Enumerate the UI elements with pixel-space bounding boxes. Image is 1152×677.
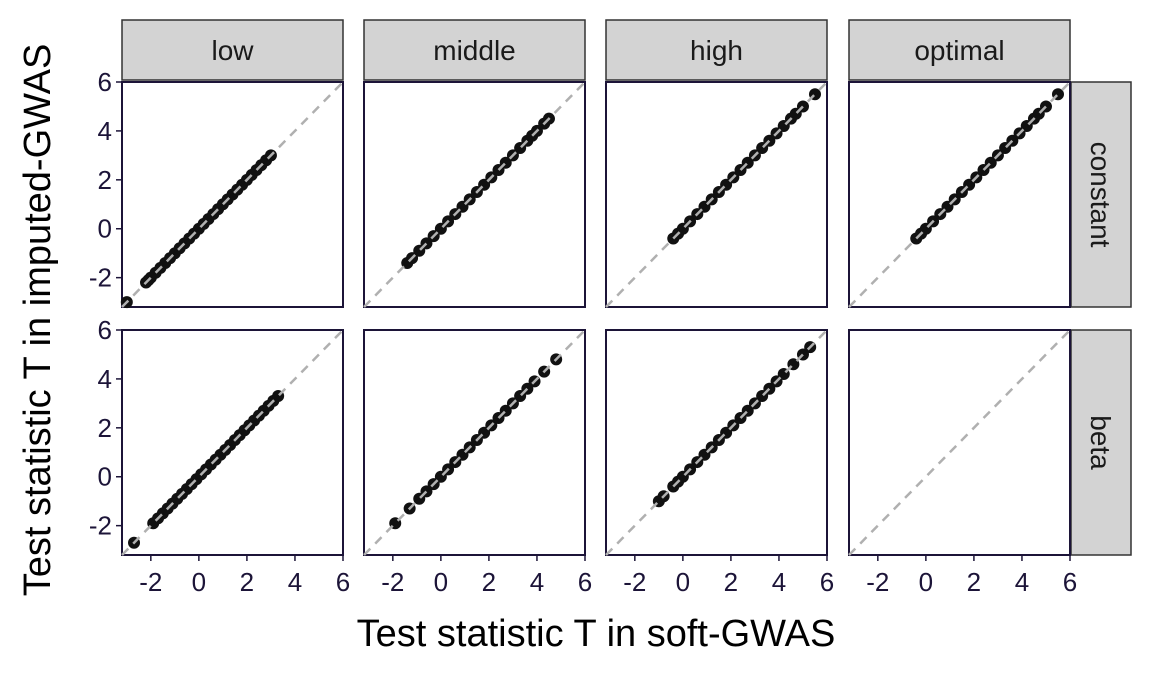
strip-background (121, 19, 344, 81)
x-tick-label: 6 (336, 567, 350, 597)
x-tick-label: -2 (139, 567, 162, 597)
strip-background (1070, 81, 1132, 308)
x-tick-labels: -2 0 2 4 6 -2 0 2 4 6 -2 0 2 4 6 -2 0 2 4 6 (139, 555, 1077, 597)
strip-background (1070, 329, 1132, 556)
y-axis-title: Test statistic T in imputed-GWAS (17, 44, 59, 597)
strip-label: middle (433, 35, 515, 66)
column-strip-optimal: optimal (848, 19, 1071, 81)
panel-constant-high (605, 81, 828, 308)
column-strip-middle: middle (363, 19, 586, 81)
strip-label: optimal (914, 35, 1004, 66)
facet-strips: low middle high optimal constant beta (121, 19, 1132, 556)
panel-beta-high (605, 329, 828, 556)
y-tick-labels: -2 0 2 4 6 -2 0 2 4 6 (89, 67, 122, 541)
x-tick-label: 0 (192, 567, 206, 597)
x-tick-label: 6 (578, 567, 592, 597)
x-tick-label: 4 (530, 567, 544, 597)
facet-panels (120, 81, 1071, 556)
x-tick-label: 0 (434, 567, 448, 597)
strip-background (605, 19, 828, 81)
x-tick-label: 2 (482, 567, 496, 597)
identity-reference-line (121, 329, 344, 556)
panel-beta-low (121, 329, 344, 556)
panel-background (848, 329, 1071, 556)
y-tick-label: -2 (89, 511, 112, 541)
column-strip-high: high (605, 19, 828, 81)
y-tick-label: 2 (98, 413, 112, 443)
x-tick-label: 6 (820, 567, 834, 597)
x-tick-label: 6 (1063, 567, 1077, 597)
strip-label: beta (1085, 415, 1116, 470)
x-tick-label: 4 (772, 567, 786, 597)
x-tick-label: 2 (724, 567, 738, 597)
y-tick-label: 4 (98, 364, 112, 394)
y-tick-label: 0 (98, 462, 112, 492)
identity-reference-line (363, 81, 586, 308)
x-tick-label: 2 (240, 567, 254, 597)
x-tick-label: -2 (866, 567, 889, 597)
column-strip-low: low (121, 19, 344, 81)
panel-constant-optimal (848, 81, 1071, 308)
strip-label: high (690, 35, 743, 66)
strip-label: constant (1085, 142, 1116, 248)
identity-reference-line (848, 329, 1071, 556)
y-tick-label: 0 (98, 214, 112, 244)
x-tick-label: -2 (623, 567, 646, 597)
row-strip-constant: constant (1070, 81, 1132, 308)
y-tick-label: 6 (98, 315, 112, 345)
strip-label: low (211, 35, 254, 66)
x-tick-label: 4 (1015, 567, 1029, 597)
x-tick-label: -2 (381, 567, 404, 597)
x-tick-label: 2 (967, 567, 981, 597)
y-tick-label: -2 (89, 263, 112, 293)
identity-reference-line (848, 81, 1071, 308)
y-tick-label: 6 (98, 67, 112, 97)
identity-reference-line (605, 81, 828, 308)
y-tick-label: 2 (98, 165, 112, 195)
x-tick-label: 4 (288, 567, 302, 597)
identity-reference-line (363, 329, 586, 556)
x-tick-label: 0 (919, 567, 933, 597)
x-axis-title: Test statistic T in soft-GWAS (357, 613, 836, 655)
panel-constant-low (120, 81, 344, 309)
strip-background (363, 19, 586, 81)
row-strip-beta: beta (1070, 329, 1132, 556)
identity-reference-line (121, 81, 344, 308)
panel-constant-middle (363, 81, 586, 308)
panel-beta-optimal (848, 329, 1071, 556)
y-tick-label: 4 (98, 116, 112, 146)
panel-beta-middle (363, 329, 586, 556)
x-tick-label: 0 (676, 567, 690, 597)
identity-reference-line (605, 329, 828, 556)
strip-background (848, 19, 1071, 81)
